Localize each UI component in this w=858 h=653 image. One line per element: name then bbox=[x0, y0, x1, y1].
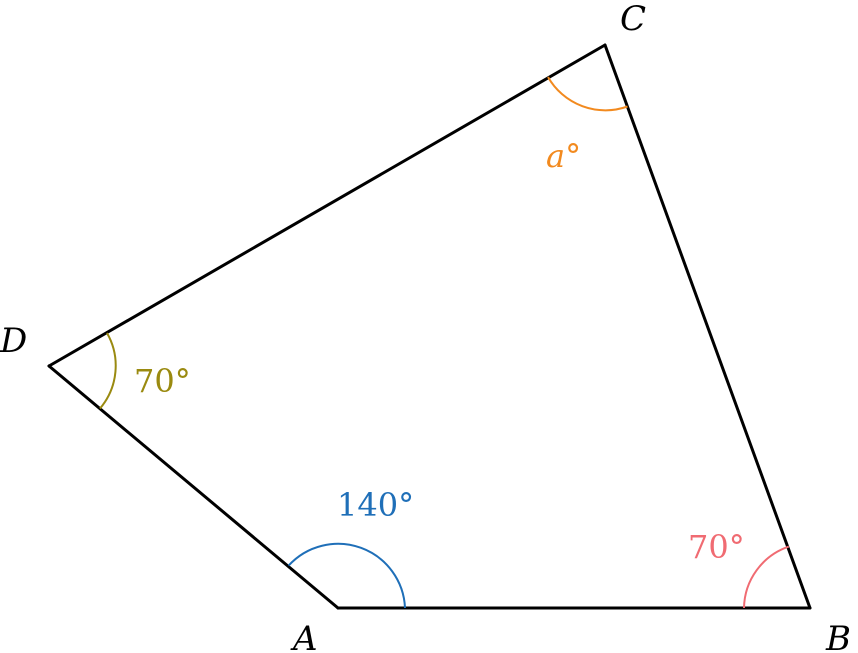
vertex-label-a: A bbox=[290, 619, 318, 653]
side-da bbox=[47, 364, 340, 610]
vertex-label-c: C bbox=[620, 0, 646, 39]
angle-label-a: 140° bbox=[337, 486, 414, 524]
angle-label-c-variable: a bbox=[546, 137, 565, 175]
vertex-label-d: D bbox=[0, 321, 27, 361]
angle-label-b: 70° bbox=[688, 528, 745, 566]
angle-arc-d bbox=[99, 332, 117, 410]
side-cd bbox=[47, 43, 607, 368]
vertex-label-b: B bbox=[825, 619, 851, 653]
angle-arc-c bbox=[547, 76, 628, 112]
angle-label-d: 70° bbox=[134, 362, 191, 400]
angle-label-c: a° bbox=[546, 137, 581, 175]
quadrilateral-sides bbox=[47, 43, 812, 610]
angle-label-c-degree: ° bbox=[565, 137, 581, 175]
angle-arc-b bbox=[743, 545, 790, 609]
side-bc bbox=[603, 43, 812, 610]
angle-arc-a bbox=[287, 542, 406, 609]
